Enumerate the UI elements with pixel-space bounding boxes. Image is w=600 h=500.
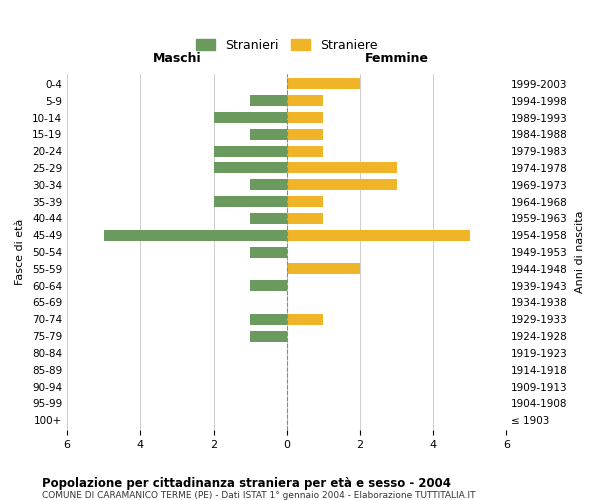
Bar [287,146,323,156]
Text: COMUNE DI CARAMANICO TERME (PE) - Dati ISTAT 1° gennaio 2004 - Elaborazione TUTT: COMUNE DI CARAMANICO TERME (PE) - Dati I… [42,491,476,500]
Bar [287,162,397,173]
Bar [214,146,287,156]
Text: Popolazione per cittadinanza straniera per età e sesso - 2004: Popolazione per cittadinanza straniera p… [42,478,451,490]
Legend: Stranieri, Straniere: Stranieri, Straniere [191,34,382,56]
Bar [287,180,397,190]
Bar [250,95,287,106]
Bar [104,230,287,240]
Bar [287,78,360,90]
Bar [250,180,287,190]
Bar [287,264,360,274]
Bar [250,129,287,140]
Bar [250,213,287,224]
Bar [214,162,287,173]
Bar [287,129,323,140]
Text: Maschi: Maschi [152,52,201,66]
Bar [250,314,287,325]
Bar [214,112,287,123]
Text: Femmine: Femmine [365,52,428,66]
Bar [214,196,287,207]
Bar [287,196,323,207]
Bar [250,330,287,342]
Bar [287,213,323,224]
Bar [287,314,323,325]
Bar [287,230,470,240]
Bar [287,112,323,123]
Y-axis label: Fasce di età: Fasce di età [15,219,25,285]
Y-axis label: Anni di nascita: Anni di nascita [575,211,585,294]
Bar [287,95,323,106]
Bar [250,280,287,291]
Bar [250,246,287,258]
